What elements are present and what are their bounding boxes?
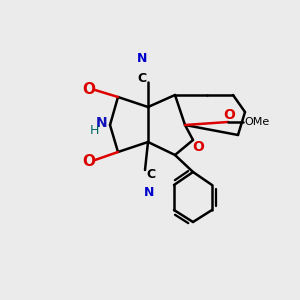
Text: O: O bbox=[82, 82, 95, 97]
Text: N: N bbox=[144, 187, 154, 200]
Text: N: N bbox=[137, 52, 147, 65]
Text: O: O bbox=[192, 140, 204, 154]
Text: H: H bbox=[89, 124, 99, 137]
Text: C: C bbox=[146, 167, 156, 181]
Text: C: C bbox=[137, 71, 147, 85]
Text: O: O bbox=[82, 154, 95, 169]
Text: N: N bbox=[96, 116, 108, 130]
Text: OMe: OMe bbox=[244, 117, 270, 127]
Text: O: O bbox=[223, 108, 235, 122]
